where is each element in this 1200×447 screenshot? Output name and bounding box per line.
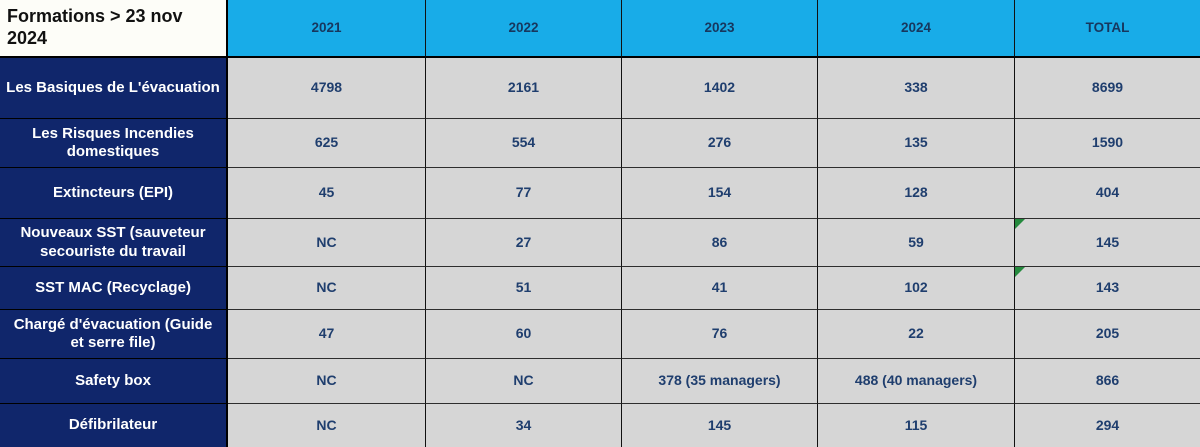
data-cell[interactable]: 135 xyxy=(818,119,1015,168)
data-cell[interactable]: 625 xyxy=(228,119,426,168)
data-cell[interactable]: 143 xyxy=(1015,267,1200,310)
data-cell[interactable]: 866 xyxy=(1015,359,1200,404)
data-cell[interactable]: 4798 xyxy=(228,58,426,119)
data-cell[interactable]: 59 xyxy=(818,219,1015,267)
column-header-total[interactable]: TOTAL xyxy=(1015,0,1200,58)
data-cell[interactable]: 34 xyxy=(426,404,622,447)
data-cell[interactable]: 554 xyxy=(426,119,622,168)
column-header-2024[interactable]: 2024 xyxy=(818,0,1015,58)
data-cell[interactable]: 128 xyxy=(818,168,1015,219)
green-corner-flag-icon xyxy=(1015,267,1025,277)
row-label-cell[interactable]: Extincteurs (EPI) xyxy=(0,168,228,219)
data-cell[interactable]: 60 xyxy=(426,310,622,359)
data-cell[interactable]: 145 xyxy=(1015,219,1200,267)
green-corner-flag-icon xyxy=(1015,219,1025,229)
data-cell[interactable]: 404 xyxy=(1015,168,1200,219)
data-cell[interactable]: 338 xyxy=(818,58,1015,119)
row-label-cell[interactable]: Défibrilateur xyxy=(0,404,228,447)
data-cell[interactable]: NC xyxy=(228,219,426,267)
data-cell[interactable]: NC xyxy=(426,359,622,404)
row-label-cell[interactable]: SST MAC (Recyclage) xyxy=(0,267,228,310)
data-cell[interactable]: NC xyxy=(228,267,426,310)
data-cell[interactable]: NC xyxy=(228,404,426,447)
data-cell[interactable]: 1590 xyxy=(1015,119,1200,168)
data-cell[interactable]: 41 xyxy=(622,267,818,310)
row-label-cell[interactable]: Nouveaux SST (sauveteur secouriste du tr… xyxy=(0,219,228,267)
data-cell[interactable]: 47 xyxy=(228,310,426,359)
data-cell[interactable]: 102 xyxy=(818,267,1015,310)
data-cell[interactable]: 205 xyxy=(1015,310,1200,359)
row-label-cell[interactable]: Les Basiques de L'évacuation xyxy=(0,58,228,119)
data-cell[interactable]: NC xyxy=(228,359,426,404)
data-cell[interactable]: 294 xyxy=(1015,404,1200,447)
data-cell[interactable]: 115 xyxy=(818,404,1015,447)
row-label-cell[interactable]: Les Risques Incendies domestiques xyxy=(0,119,228,168)
data-cell[interactable]: 86 xyxy=(622,219,818,267)
column-header-2023[interactable]: 2023 xyxy=(622,0,818,58)
data-cell[interactable]: 154 xyxy=(622,168,818,219)
data-cell[interactable]: 2161 xyxy=(426,58,622,119)
column-header-2022[interactable]: 2022 xyxy=(426,0,622,58)
table-title-cell[interactable]: Formations > 23 nov 2024 xyxy=(0,0,228,58)
row-label-cell[interactable]: Chargé d'évacuation (Guide et serre file… xyxy=(0,310,228,359)
data-cell[interactable]: 1402 xyxy=(622,58,818,119)
data-cell[interactable]: 145 xyxy=(622,404,818,447)
data-cell[interactable]: 8699 xyxy=(1015,58,1200,119)
data-cell[interactable]: 51 xyxy=(426,267,622,310)
data-cell[interactable]: 45 xyxy=(228,168,426,219)
data-cell[interactable]: 22 xyxy=(818,310,1015,359)
data-cell[interactable]: 378 (35 managers) xyxy=(622,359,818,404)
data-cell[interactable]: 77 xyxy=(426,168,622,219)
data-cell[interactable]: 76 xyxy=(622,310,818,359)
row-label-cell[interactable]: Safety box xyxy=(0,359,228,404)
data-cell[interactable]: 488 (40 managers) xyxy=(818,359,1015,404)
data-cell[interactable]: 276 xyxy=(622,119,818,168)
data-cell[interactable]: 27 xyxy=(426,219,622,267)
column-header-2021[interactable]: 2021 xyxy=(228,0,426,58)
